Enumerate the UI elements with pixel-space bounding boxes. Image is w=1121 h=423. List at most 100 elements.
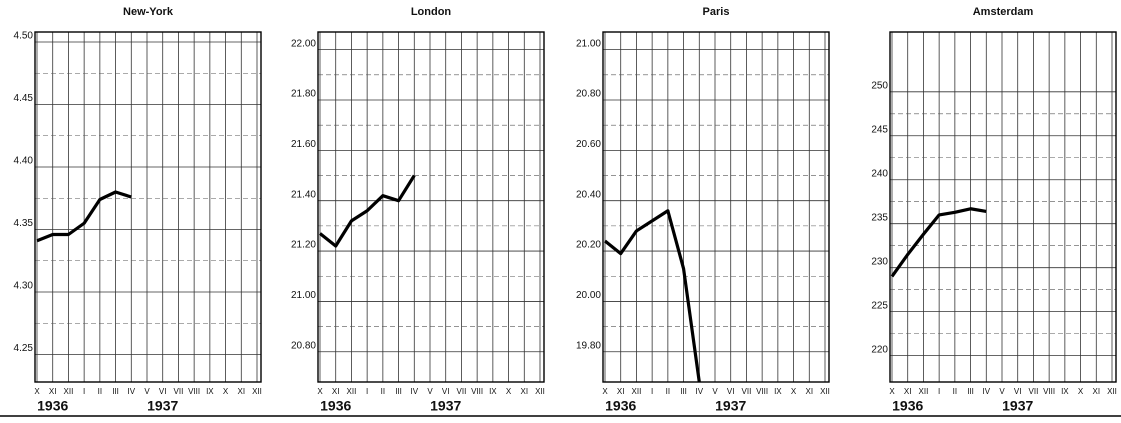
- x-tick-label: XI: [1093, 387, 1101, 396]
- year-label: 1937: [430, 398, 461, 414]
- y-tick-label: 22.00: [291, 38, 316, 49]
- x-tick-label: IV: [128, 387, 136, 396]
- y-tick-label: 21.00: [576, 38, 601, 49]
- y-tick-label: 235: [871, 212, 888, 223]
- year-label: 1937: [715, 398, 746, 414]
- x-tick-label: III: [680, 387, 687, 396]
- x-tick-label: XII: [820, 387, 830, 396]
- x-tick-label: XI: [904, 387, 912, 396]
- x-tick-label: I: [651, 387, 653, 396]
- x-tick-label: XI: [238, 387, 246, 396]
- y-tick-label: 20.00: [576, 290, 601, 301]
- x-tick-label: X: [34, 387, 40, 396]
- y-tick-label: 20.40: [576, 189, 601, 200]
- x-tick-label: X: [602, 387, 608, 396]
- chart-title: New-York: [123, 6, 174, 18]
- y-tick-label: 20.80: [291, 340, 316, 351]
- x-tick-label: XII: [252, 387, 262, 396]
- year-label: 1937: [147, 398, 178, 414]
- x-tick-label: XII: [1107, 387, 1117, 396]
- x-tick-label: V: [712, 387, 718, 396]
- x-tick-label: VIII: [1043, 387, 1055, 396]
- y-tick-label: 220: [871, 344, 888, 355]
- y-tick-label: 250: [871, 80, 888, 91]
- plot-area: [603, 209, 701, 382]
- y-tick-label: 225: [871, 300, 888, 311]
- y-tick-label: 21.60: [291, 139, 316, 150]
- plot-frame: [317, 31, 545, 383]
- x-tick-label: II: [381, 387, 385, 396]
- x-tick-label: VII: [457, 387, 467, 396]
- x-tick-label: I: [938, 387, 940, 396]
- x-tick-label: V: [999, 387, 1005, 396]
- x-tick-label: X: [791, 387, 797, 396]
- x-tick-label: IX: [206, 387, 214, 396]
- x-tick-label: X: [1078, 387, 1084, 396]
- y-tick-label: 4.45: [14, 93, 34, 104]
- x-tick-label: XI: [521, 387, 529, 396]
- y-tick-label: 4.30: [14, 281, 34, 292]
- year-label: 1936: [37, 398, 68, 414]
- x-tick-label: IX: [774, 387, 782, 396]
- x-tick-label: I: [83, 387, 85, 396]
- x-tick-label: XII: [632, 387, 642, 396]
- plot-area: [318, 174, 416, 248]
- y-tick-label: 21.00: [291, 290, 316, 301]
- data-line: [603, 209, 701, 382]
- x-tick-label: V: [427, 387, 433, 396]
- data-line: [36, 190, 132, 243]
- x-tick-label: IV: [983, 387, 991, 396]
- y-tick-label: 21.20: [291, 240, 316, 251]
- y-tick-label: 230: [871, 256, 888, 267]
- x-tick-label: X: [223, 387, 229, 396]
- x-tick-label: VI: [442, 387, 450, 396]
- x-tick-label: XII: [64, 387, 74, 396]
- plot-area: [890, 207, 987, 278]
- chart-title: Amsterdam: [973, 6, 1034, 18]
- x-tick-label: XI: [49, 387, 57, 396]
- y-tick-label: 245: [871, 124, 888, 135]
- x-tick-label: IX: [489, 387, 497, 396]
- x-tick-label: IV: [696, 387, 704, 396]
- x-tick-label: III: [967, 387, 974, 396]
- plot-frame: [34, 31, 262, 383]
- y-tick-label: 4.50: [14, 31, 34, 42]
- x-tick-label: VII: [174, 387, 184, 396]
- year-label: 1936: [320, 398, 351, 414]
- x-tick-label: V: [144, 387, 150, 396]
- x-tick-label: X: [889, 387, 895, 396]
- y-tick-label: 19.80: [576, 340, 601, 351]
- data-line: [890, 207, 987, 278]
- chart-title: Paris: [703, 6, 730, 18]
- plot-area: [36, 190, 132, 243]
- x-tick-label: VII: [742, 387, 752, 396]
- y-tick-label: 4.40: [14, 156, 34, 167]
- x-tick-label: VIII: [471, 387, 483, 396]
- y-tick-label: 4.25: [14, 343, 34, 354]
- x-tick-label: II: [953, 387, 957, 396]
- x-tick-label: IV: [411, 387, 419, 396]
- y-tick-label: 4.35: [14, 218, 34, 229]
- x-tick-label: XI: [806, 387, 814, 396]
- x-tick-label: XI: [617, 387, 625, 396]
- chart-title: London: [411, 6, 452, 18]
- x-tick-label: XII: [347, 387, 357, 396]
- x-tick-label: XII: [535, 387, 545, 396]
- x-tick-label: I: [366, 387, 368, 396]
- plot-frame: [889, 31, 1117, 383]
- x-tick-label: III: [395, 387, 402, 396]
- x-tick-label: XII: [919, 387, 929, 396]
- year-label: 1937: [1002, 398, 1033, 414]
- y-tick-label: 21.80: [291, 89, 316, 100]
- y-tick-label: 20.20: [576, 240, 601, 251]
- x-tick-label: II: [98, 387, 102, 396]
- x-tick-label: VIII: [756, 387, 768, 396]
- x-tick-label: XI: [332, 387, 340, 396]
- x-tick-label: VI: [1014, 387, 1022, 396]
- y-tick-label: 20.80: [576, 89, 601, 100]
- x-tick-label: VI: [727, 387, 735, 396]
- x-tick-label: VIII: [188, 387, 200, 396]
- x-tick-label: IX: [1061, 387, 1069, 396]
- plot-frame: [602, 31, 830, 383]
